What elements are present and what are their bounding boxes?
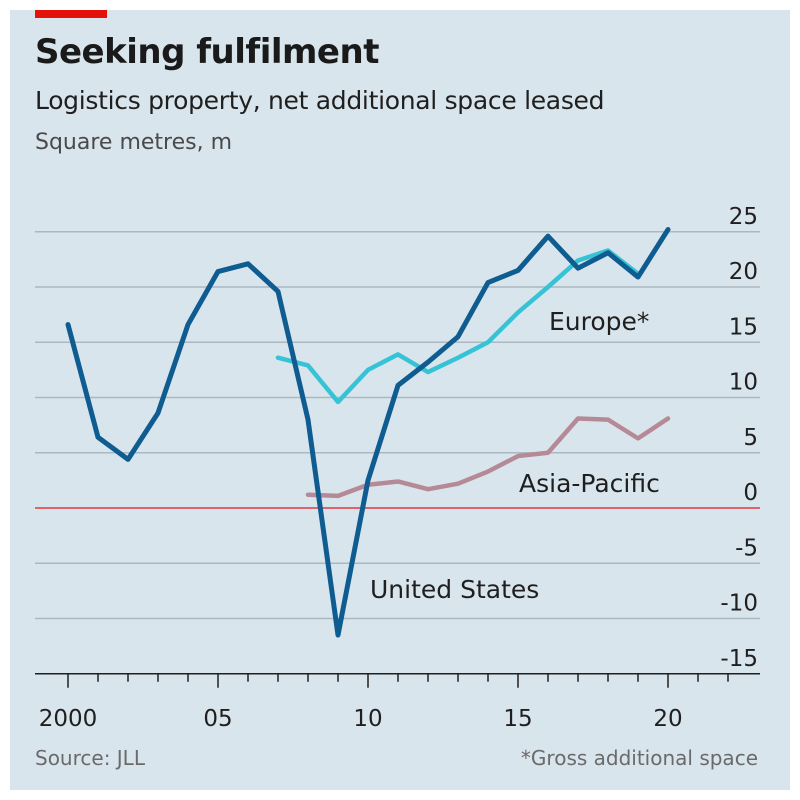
y-tick-label: 15 <box>729 314 758 340</box>
series-line-united-states <box>65 227 671 638</box>
y-tick-label: 0 <box>743 480 758 506</box>
x-tick-label: 15 <box>503 706 532 732</box>
y-tick-label: 20 <box>729 259 758 285</box>
x-tick-label: 05 <box>203 706 232 732</box>
footnote: *Gross additional space <box>520 746 758 770</box>
series-label: Asia-Pacific <box>519 469 660 498</box>
chart-panel <box>10 10 790 790</box>
y-axis-label: Square metres, m <box>35 130 233 155</box>
x-tick-label: 10 <box>353 706 382 732</box>
series-line-europe <box>275 248 641 405</box>
y-tick-label: 10 <box>729 370 758 396</box>
y-tick-label: -15 <box>720 646 758 672</box>
y-tick-label: 5 <box>743 425 758 451</box>
chart-title: Seeking fulfilment <box>35 32 379 72</box>
series-label: Europe* <box>549 307 649 336</box>
source-note: Source: JLL <box>35 746 145 770</box>
series-label: United States <box>370 575 539 604</box>
y-tick-label: 25 <box>729 204 758 230</box>
chart-subtitle: Logistics property, net additional space… <box>35 86 605 115</box>
x-tick-label: 2000 <box>39 706 98 732</box>
y-tick-label: -5 <box>735 535 758 561</box>
x-tick-label: 20 <box>653 706 682 732</box>
brand-bar <box>35 10 107 18</box>
y-tick-label: -10 <box>720 591 758 617</box>
